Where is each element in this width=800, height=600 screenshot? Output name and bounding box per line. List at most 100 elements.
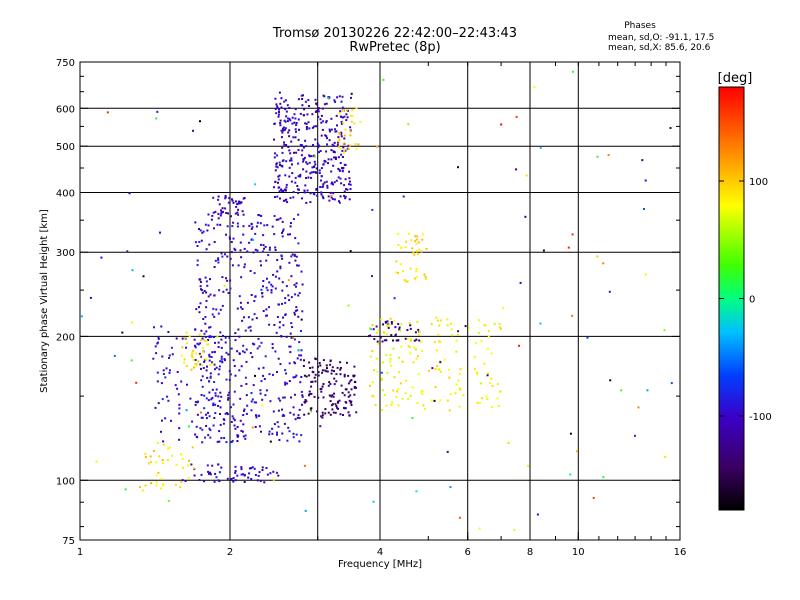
- echo-point: [302, 160, 305, 163]
- echo-point: [215, 388, 218, 391]
- echo-point: [170, 346, 173, 349]
- echo-point: [209, 473, 212, 476]
- echo-point: [165, 367, 168, 370]
- echo-point: [304, 122, 307, 125]
- echo-point: [281, 235, 284, 238]
- echo-point: [295, 124, 298, 127]
- echo-point: [141, 489, 144, 492]
- echo-point: [292, 196, 295, 199]
- echo-point: [205, 291, 208, 294]
- echo-point: [194, 346, 197, 349]
- echo-point: [339, 132, 341, 135]
- echo-point: [415, 357, 418, 360]
- echo-point: [198, 278, 201, 281]
- echo-point: [293, 283, 296, 286]
- echo-point: [332, 395, 335, 398]
- echo-point: [258, 214, 261, 217]
- echo-point: [305, 122, 308, 125]
- echo-point: [287, 294, 290, 297]
- echo-point: [297, 315, 300, 318]
- echo-point: [262, 285, 264, 288]
- echo-point: [251, 466, 254, 469]
- echo-point: [233, 424, 236, 427]
- echo-point: [207, 295, 210, 298]
- x-tick-label: 4: [377, 547, 383, 558]
- echo-point: [284, 314, 287, 316]
- echo-point: [381, 409, 384, 412]
- echo-point: [279, 102, 282, 105]
- echo-point: [218, 289, 221, 292]
- echo-point: [262, 244, 265, 247]
- echo-point: [284, 108, 287, 111]
- echo-point: [199, 411, 202, 414]
- echo-point: [168, 446, 171, 449]
- echo-point: [386, 320, 389, 323]
- echo-point: [247, 476, 250, 479]
- echo-point: [303, 189, 306, 192]
- echo-point: [184, 480, 187, 482]
- echo-point: [282, 129, 285, 132]
- echo-point: [343, 115, 346, 118]
- echo-point: [415, 267, 418, 270]
- echo-point: [196, 259, 199, 262]
- echo-point: [243, 408, 246, 411]
- echo-point: [278, 91, 281, 94]
- echo-point: [201, 428, 204, 431]
- echo-point: [210, 335, 213, 338]
- echo-point: [213, 381, 216, 383]
- echo-point: [301, 144, 303, 147]
- echo-point: [345, 388, 348, 391]
- echo-point: [248, 224, 251, 227]
- echo-point: [245, 348, 248, 351]
- echo-point: [189, 397, 192, 400]
- echo-point: [301, 283, 304, 286]
- echo-point: [213, 417, 216, 419]
- echo-point: [669, 127, 672, 129]
- echo-point: [228, 378, 231, 381]
- echo-point: [294, 117, 297, 120]
- echo-point: [321, 128, 324, 131]
- echo-point: [240, 306, 242, 309]
- echo-point: [181, 337, 184, 340]
- echo-point: [456, 333, 459, 336]
- echo-point: [208, 380, 210, 383]
- phase-stats-title: Phases: [624, 21, 656, 31]
- echo-point: [308, 393, 311, 396]
- echo-point: [191, 446, 194, 449]
- echo-point: [277, 474, 280, 477]
- echo-point: [342, 414, 344, 416]
- echo-point: [369, 334, 372, 337]
- echo-point: [281, 220, 284, 223]
- echo-point: [455, 383, 458, 386]
- echo-point: [393, 320, 396, 322]
- echo-point: [455, 339, 458, 342]
- echo-point: [245, 394, 248, 397]
- echo-point: [339, 368, 342, 371]
- echo-point: [344, 164, 347, 166]
- echo-point: [212, 196, 215, 199]
- echo-point: [246, 301, 249, 304]
- echo-point: [458, 516, 461, 519]
- echo-point: [524, 215, 527, 218]
- echo-point: [285, 160, 288, 163]
- echo-point: [336, 124, 338, 127]
- echo-point: [310, 380, 313, 383]
- echo-point: [341, 156, 344, 158]
- echo-point: [198, 241, 201, 243]
- echo-point: [340, 120, 343, 123]
- echo-point: [341, 149, 344, 152]
- echo-point: [303, 413, 306, 416]
- echo-point: [290, 396, 292, 399]
- echo-point: [200, 394, 203, 396]
- echo-point: [278, 190, 281, 193]
- echo-point: [350, 120, 353, 123]
- echo-point: [317, 365, 319, 368]
- echo-point: [240, 256, 243, 259]
- echo-point: [268, 430, 271, 433]
- echo-point: [157, 337, 160, 340]
- echo-point: [373, 338, 376, 340]
- echo-point: [255, 416, 258, 419]
- echo-point: [476, 401, 479, 404]
- echo-point: [155, 481, 158, 484]
- echo-point: [412, 251, 415, 254]
